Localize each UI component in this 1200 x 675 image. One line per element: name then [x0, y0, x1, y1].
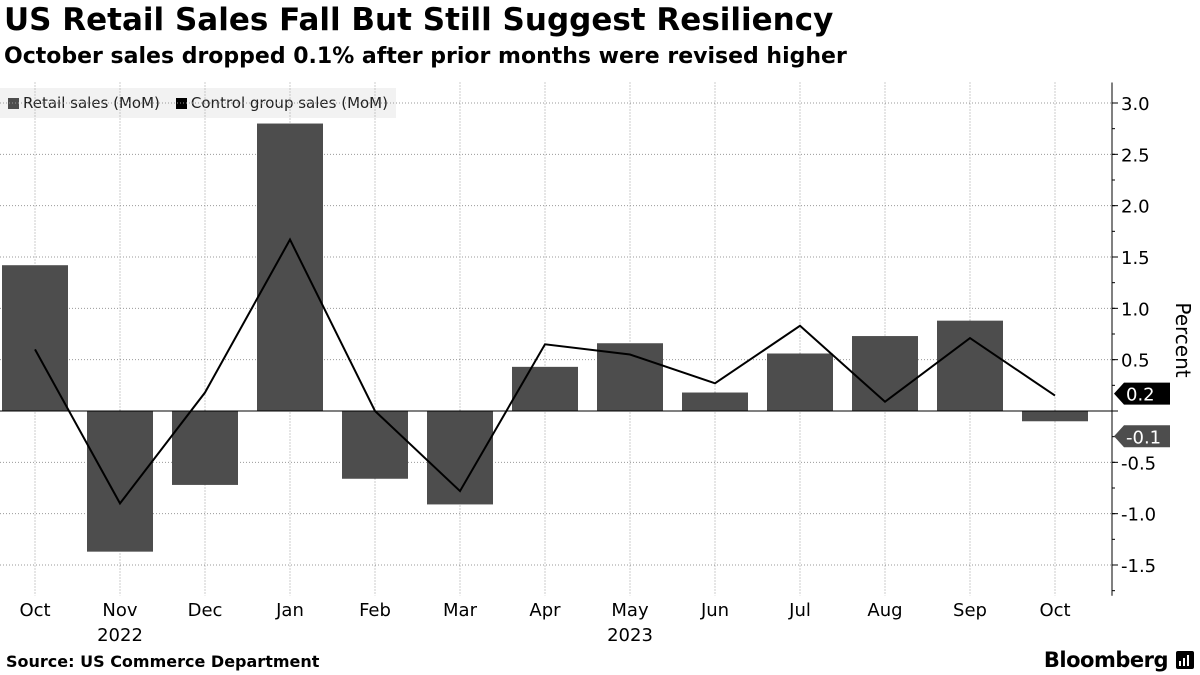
- y-tick-label: 1.0: [1121, 299, 1150, 320]
- y-tick-label: 3.0: [1121, 94, 1150, 115]
- bar-retail-oct-12: [1022, 411, 1088, 422]
- legend-label-retail-sales: Retail sales (MoM): [23, 94, 160, 112]
- line-layer: [34, 237, 1056, 506]
- bar-retail-jun-8: [682, 392, 748, 411]
- y-tick-label: 2.0: [1121, 197, 1150, 218]
- legend-swatch-control-group: [175, 97, 187, 109]
- y-tick-label: -1.0: [1121, 505, 1156, 526]
- source-note: Source: US Commerce Department: [6, 652, 320, 671]
- bar-retail-dec-2: [172, 411, 238, 485]
- chart-title: US Retail Sales Fall But Still Suggest R…: [4, 2, 834, 38]
- bar-retail-oct-0: [2, 265, 68, 411]
- bar-retail-mar-5: [427, 411, 493, 505]
- label-layer: 0.2 -0.1: [1114, 382, 1170, 448]
- x-tick-label-2: Dec: [188, 600, 223, 621]
- chart-plot: 3.0 2.5 2.0 1.5 1.0 0.5 -0.5 -1.0 -1.5 Percent Oct…: [0, 82, 1195, 646]
- bar-retail-jan-3: [257, 123, 323, 412]
- x-tick-label-7: May: [611, 600, 649, 621]
- y-tick-label: -0.5: [1121, 453, 1156, 474]
- bloomberg-logo: Bloomberg: [1043, 648, 1169, 672]
- y-tick-label: 0.5: [1121, 351, 1150, 372]
- x-tick-label-3: Jan: [275, 600, 304, 621]
- bar-retail-feb-4: [342, 411, 408, 479]
- x-tick-label-4: Feb: [359, 600, 391, 621]
- legend-swatch-retail-sales: [8, 97, 19, 109]
- end-label-tag-1: [1114, 425, 1170, 448]
- bar-retail-aug-10: [852, 336, 918, 411]
- chart-subtitle: October sales dropped 0.1% after prior m…: [4, 44, 847, 69]
- legend-item-control-group: Control group sales (MoM): [175, 94, 388, 112]
- legend-item-retail-sales: Retail sales (MoM): [8, 94, 160, 112]
- x-tick-label-12: Oct: [1039, 600, 1070, 621]
- x-tick-label-1: Nov: [102, 600, 137, 621]
- bar-retail-may-7: [597, 343, 663, 411]
- bar-retail-sep-11: [937, 320, 1003, 411]
- y-tick-label: -1.5: [1121, 556, 1156, 577]
- axis-layer: 3.0 2.5 2.0 1.5 1.0 0.5 -0.5 -1.0 -1.5 Percent Oct…: [19, 82, 1195, 646]
- legend-label-control-group: Control group sales (MoM): [190, 94, 388, 112]
- chart-legend: Retail sales (MoM) Control group sales (…: [0, 88, 396, 118]
- x-tick-label-11: Sep: [953, 600, 987, 621]
- bar-retail-jul-9: [767, 353, 833, 411]
- y-axis-title: Percent: [1171, 302, 1195, 377]
- bar-retail-apr-6: [512, 366, 578, 411]
- end-label-text-1: -0.1: [1126, 427, 1161, 448]
- end-label-text-0: 0.2: [1126, 385, 1155, 406]
- bloomberg-terminal-icon: [1176, 651, 1194, 669]
- end-label-tag-0: [1114, 382, 1170, 405]
- y-tick-label: 2.5: [1121, 145, 1150, 166]
- x-tick-label-8: Jun: [700, 600, 729, 621]
- x-tick-label-0: Oct: [19, 600, 50, 621]
- x-tick-label-9: Jul: [788, 600, 811, 621]
- x-tick-label-10: Aug: [867, 600, 902, 621]
- bar-retail-nov-1: [87, 411, 153, 552]
- x-year-label-2022: 2022: [97, 625, 143, 646]
- bar-layer: [2, 123, 1088, 552]
- x-year-label-2023: 2023: [607, 625, 653, 646]
- y-tick-label: 1.5: [1121, 248, 1150, 269]
- x-tick-label-5: Mar: [443, 600, 478, 621]
- x-tick-label-6: Apr: [529, 600, 561, 621]
- grid-layer: [0, 82, 1112, 596]
